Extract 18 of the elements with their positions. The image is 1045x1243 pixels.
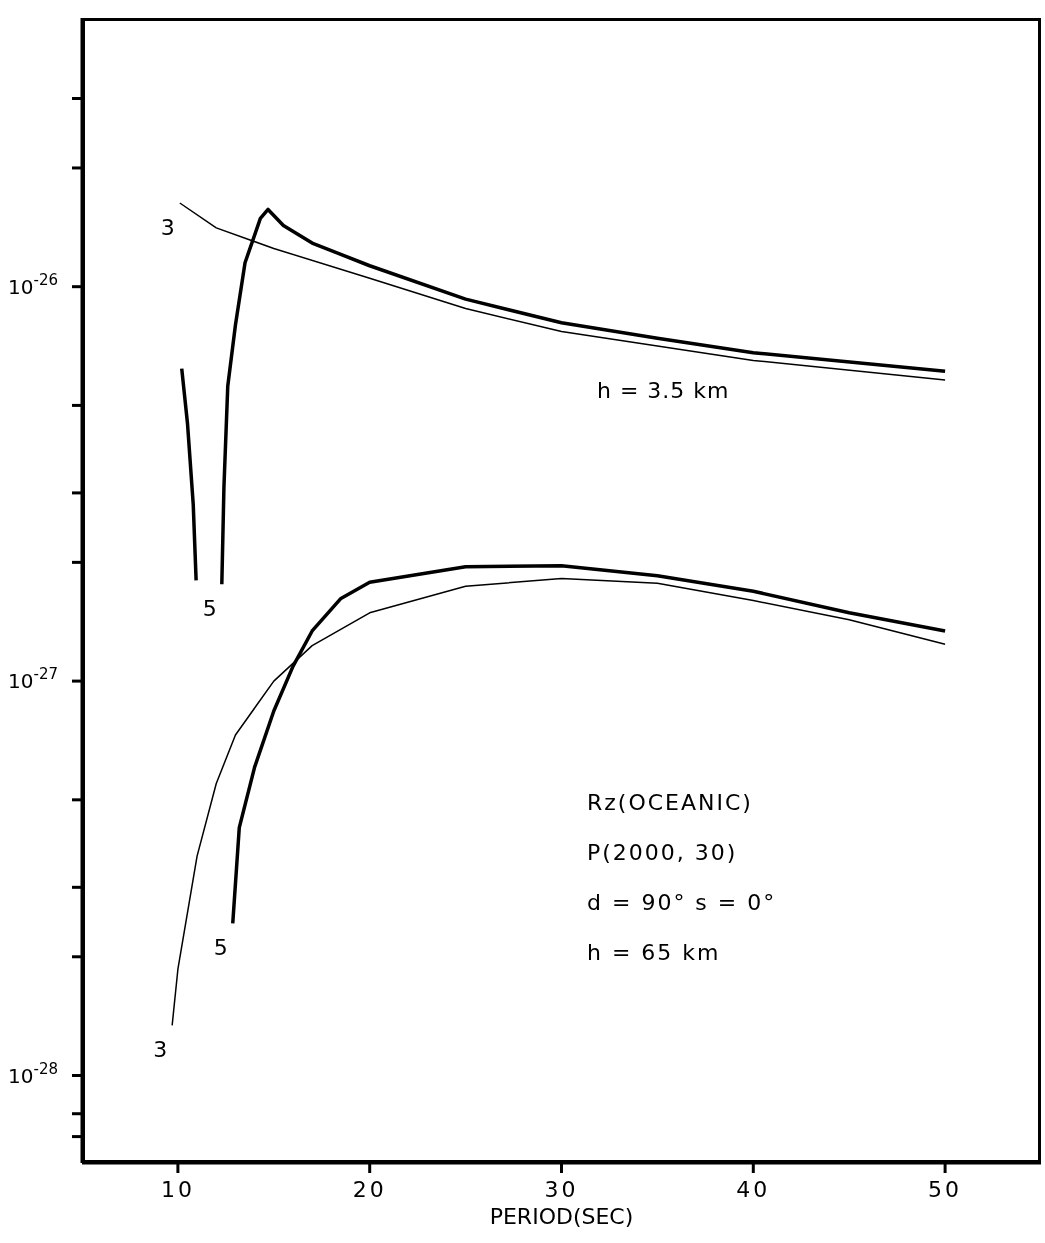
series-label: 5 — [202, 596, 217, 622]
annotation: Rz(OCEANIC) — [587, 789, 754, 817]
y-tick-label: 10$^{-26}$ — [8, 270, 58, 299]
x-tick-label: 40 — [736, 1177, 771, 1202]
y-tick-label: 10$^{-28}$ — [8, 1059, 58, 1088]
series-label: 3 — [153, 1037, 168, 1063]
x-tick-label: 20 — [352, 1177, 387, 1202]
x-axis-title: PERIOD(SEC) — [489, 1204, 634, 1229]
annotation: P(2000, 30) — [587, 839, 739, 867]
y-tick-label: 10$^{-27}$ — [8, 665, 58, 694]
x-tick-label: 30 — [544, 1177, 579, 1202]
annotation: d = 90° s = 0° — [587, 889, 777, 917]
x-tick-label: 10 — [160, 1177, 195, 1202]
series-label: 3 — [160, 215, 175, 240]
annotation: h = 3.5 km — [597, 378, 730, 403]
x-tick-label: 50 — [928, 1177, 963, 1202]
series-label: 5 — [213, 935, 228, 961]
annotation: h = 65 km — [587, 939, 722, 967]
